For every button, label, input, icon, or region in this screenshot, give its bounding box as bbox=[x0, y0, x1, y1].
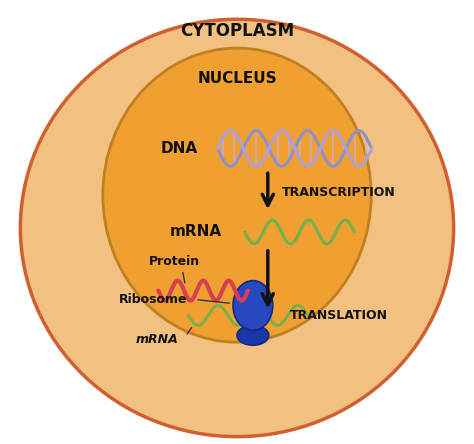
Text: Ribosome: Ribosome bbox=[119, 293, 187, 306]
Ellipse shape bbox=[237, 325, 269, 345]
Ellipse shape bbox=[103, 48, 371, 342]
Text: mRNA: mRNA bbox=[136, 333, 178, 346]
Text: TRANSCRIPTION: TRANSCRIPTION bbox=[282, 186, 395, 198]
Ellipse shape bbox=[20, 19, 454, 436]
Text: NUCLEUS: NUCLEUS bbox=[197, 71, 277, 87]
Text: TRANSLATION: TRANSLATION bbox=[290, 309, 388, 322]
Text: mRNA: mRNA bbox=[170, 224, 222, 239]
Text: CYTOPLASM: CYTOPLASM bbox=[180, 22, 294, 40]
Ellipse shape bbox=[233, 281, 273, 330]
Text: DNA: DNA bbox=[161, 141, 198, 156]
Text: Protein: Protein bbox=[148, 255, 200, 268]
